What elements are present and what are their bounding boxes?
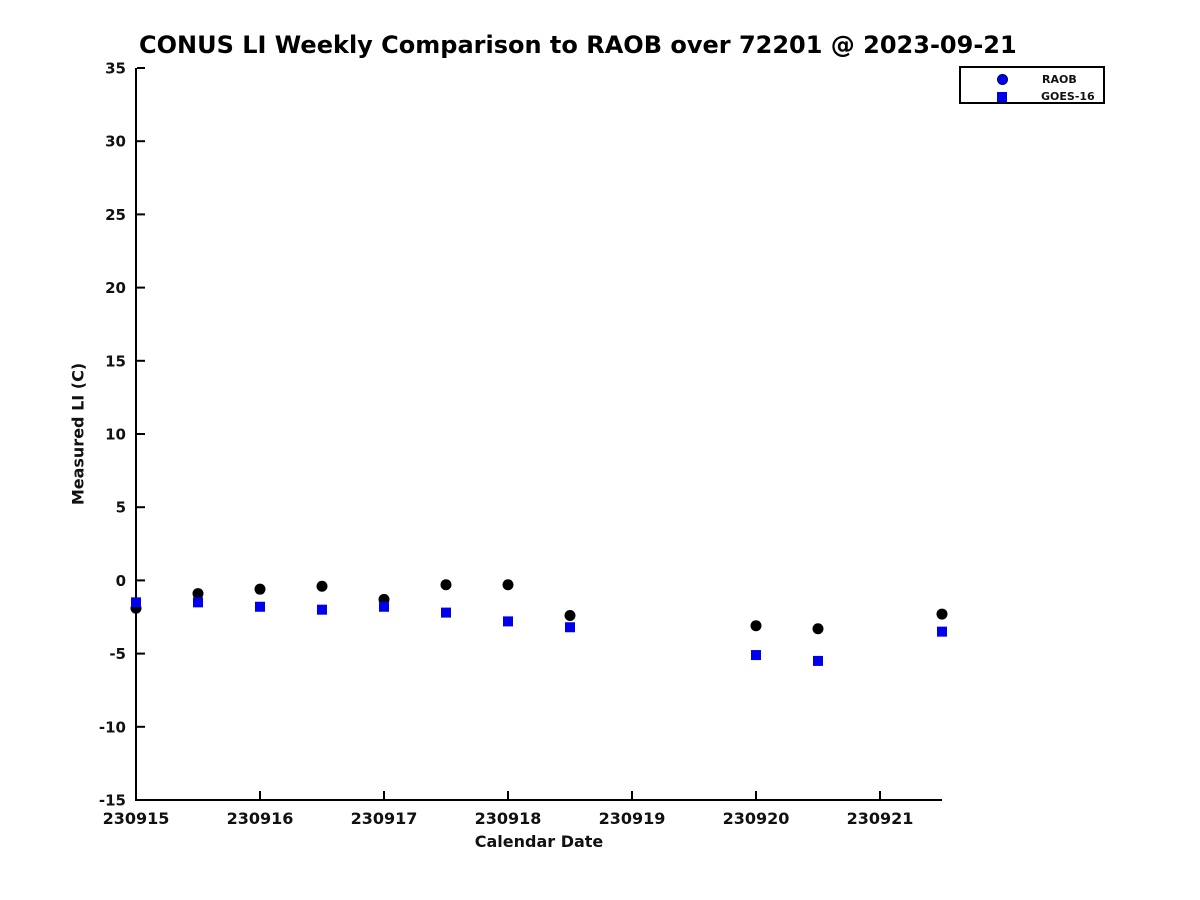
y-tick-label: 35	[105, 60, 126, 78]
point-raob	[316, 580, 328, 592]
point-raob	[936, 608, 948, 620]
y-tick-label: 0	[116, 572, 126, 590]
y-tick-label: -15	[99, 792, 126, 810]
y-tick-label: 25	[105, 206, 126, 224]
point-goes-16	[317, 604, 327, 615]
x-tick-label: 230915	[103, 809, 170, 828]
legend-row-raob: RAOB	[961, 71, 1103, 88]
point-goes-16	[937, 626, 947, 637]
x-tick-label: 230918	[475, 809, 542, 828]
point-goes-16	[379, 601, 389, 612]
x-tick-label: 230921	[847, 809, 914, 828]
point-raob	[254, 583, 266, 595]
raob-legend-marker-icon	[997, 74, 1008, 85]
y-tick-label: 20	[105, 279, 126, 297]
point-goes-16	[131, 597, 141, 608]
point-raob	[192, 588, 204, 600]
x-tick-label: 230916	[227, 809, 294, 828]
legend-label-raob: RAOB	[1042, 73, 1077, 86]
legend: RAOB GOES-16	[959, 66, 1105, 104]
point-goes-16	[565, 622, 575, 633]
point-raob	[750, 620, 762, 632]
y-tick-label: -10	[99, 718, 126, 736]
y-tick-label: 5	[116, 499, 126, 517]
point-goes-16	[813, 655, 823, 666]
y-tick-label: 10	[105, 426, 126, 444]
x-axis-label: Calendar Date	[474, 832, 604, 851]
legend-label-goes16: GOES-16	[1041, 90, 1095, 103]
chart-title: CONUS LI Weekly Comparison to RAOB over …	[139, 31, 1017, 59]
legend-row-goes16: GOES-16	[961, 88, 1103, 105]
x-tick-label: 230920	[723, 809, 790, 828]
point-goes-16	[255, 601, 265, 612]
y-tick-label: 15	[105, 352, 126, 370]
point-raob	[564, 610, 576, 622]
point-goes-16	[441, 607, 451, 618]
x-tick-label: 230917	[351, 809, 418, 828]
point-raob	[502, 579, 514, 591]
point-raob	[440, 579, 452, 591]
y-tick-label: 30	[105, 133, 126, 151]
x-tick-label: 230919	[599, 809, 666, 828]
point-goes-16	[193, 597, 203, 608]
point-goes-16	[503, 616, 513, 627]
point-raob	[812, 623, 824, 635]
goes16-legend-marker-icon	[997, 91, 1007, 102]
axis-spines	[135, 68, 942, 801]
point-goes-16	[751, 650, 761, 661]
y-tick-label: -5	[109, 645, 126, 663]
